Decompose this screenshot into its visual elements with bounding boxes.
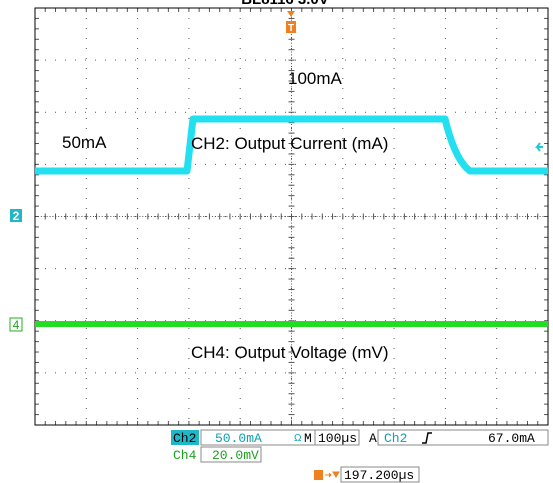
ch4-scale-box: [200, 446, 262, 463]
annotation: CH4: Output Voltage (mV): [191, 343, 388, 362]
graticule-border: [34, 7, 549, 426]
trigger-mode: A: [369, 431, 377, 446]
ch4-marker-label: 4: [13, 318, 20, 332]
ch2-name-box: [171, 430, 199, 445]
trigger-position: 197.200µs: [344, 468, 414, 483]
timebase-label: M: [304, 431, 312, 446]
ch2-marker-label: 2: [13, 209, 20, 223]
trigger-position-marker: [287, 11, 295, 17]
trigger-pos-box: [340, 466, 420, 483]
trigger-box: [377, 429, 549, 446]
trigger-pos-arrow: [325, 471, 340, 478]
trigger-level: 67.0mA: [488, 431, 535, 446]
trigger-marker-label: T: [288, 23, 294, 34]
ch2-symbol: Ω: [294, 433, 302, 444]
timebase: 100µs: [318, 431, 357, 446]
ch2-waveform: [35, 115, 548, 175]
ch4-name: Ch4: [173, 448, 197, 463]
ch2-scale: 50.0mA: [215, 431, 262, 446]
annotation: CH2: Output Current (mA): [191, 134, 388, 153]
ch2-indicator: [535, 142, 543, 152]
ch2-marker: [10, 209, 22, 222]
annotation: 50mA: [62, 133, 107, 152]
annotation: 100mA: [288, 69, 343, 88]
trigger-source: Ch2: [384, 431, 407, 446]
trigger-marker: [286, 21, 296, 33]
ch4-scale: 20.0mV: [212, 448, 259, 463]
title: BL8116 3.0V: [241, 0, 329, 8]
trigger-slope: [422, 432, 432, 444]
graticule: [34, 7, 549, 426]
ch2-name: Ch2: [173, 431, 196, 446]
trigger-pos-icon: [314, 470, 323, 480]
timebase-box: [314, 429, 360, 446]
ch4-marker: [9, 317, 23, 332]
